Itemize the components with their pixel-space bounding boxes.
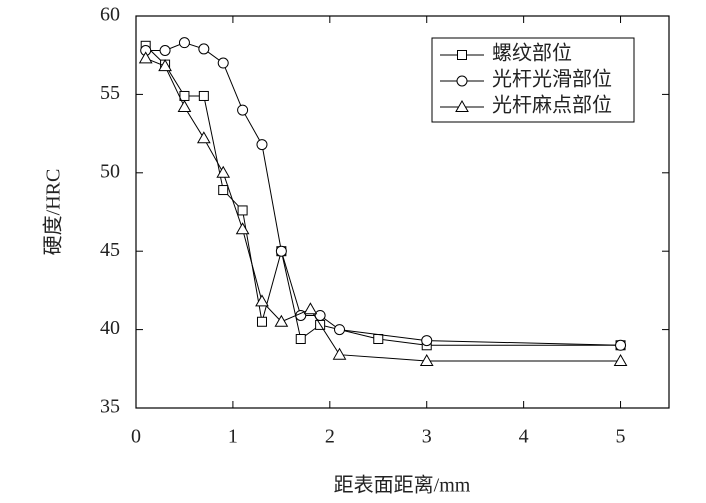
marker xyxy=(217,57,229,69)
marker xyxy=(256,139,268,151)
plot-frame xyxy=(135,15,670,409)
y-tick-label: 40 xyxy=(100,317,120,339)
marker xyxy=(314,309,326,321)
marker xyxy=(237,104,249,116)
marker xyxy=(235,222,250,235)
x-tick-label: 1 xyxy=(228,426,238,448)
marker xyxy=(295,334,306,345)
marker xyxy=(421,335,433,347)
marker xyxy=(179,90,190,101)
marker xyxy=(218,185,229,196)
marker xyxy=(237,205,248,216)
marker xyxy=(274,314,289,327)
marker xyxy=(373,334,384,345)
marker xyxy=(198,90,209,101)
marker xyxy=(256,316,267,327)
x-tick-label: 4 xyxy=(519,426,529,448)
x-tick-label: 0 xyxy=(131,426,141,448)
marker xyxy=(198,43,210,55)
x-tick-label: 5 xyxy=(616,426,626,448)
legend-marker xyxy=(457,50,467,60)
marker xyxy=(332,347,347,360)
y-tick-label: 55 xyxy=(100,82,120,104)
y-tick-label: 60 xyxy=(100,4,120,26)
series-line xyxy=(145,57,621,362)
legend-marker xyxy=(456,75,468,87)
legend-label: 光杆光滑部位 xyxy=(492,68,612,91)
legend-label: 螺纹部位 xyxy=(492,42,572,65)
marker xyxy=(255,294,269,307)
marker xyxy=(196,131,211,144)
marker xyxy=(419,353,434,366)
legend-label: 光杆麻点部位 xyxy=(492,94,612,117)
marker xyxy=(177,99,192,112)
marker xyxy=(303,302,318,315)
y-tick-label: 50 xyxy=(100,160,120,182)
x-tick-label: 3 xyxy=(422,426,432,448)
marker xyxy=(159,44,171,56)
y-tick-label: 35 xyxy=(100,396,120,418)
y-tick-label: 45 xyxy=(100,239,120,261)
x-axis-label: 距表面距离/mm xyxy=(334,474,471,497)
x-tick-label: 2 xyxy=(325,426,335,448)
legend-marker xyxy=(455,99,469,112)
marker xyxy=(158,59,172,72)
marker xyxy=(275,245,287,257)
marker xyxy=(615,339,627,351)
marker xyxy=(334,324,346,336)
marker xyxy=(138,51,153,64)
marker xyxy=(178,37,190,49)
marker xyxy=(216,165,231,178)
y-axis-label: 硬度/HRC xyxy=(42,169,65,256)
marker xyxy=(613,353,628,366)
